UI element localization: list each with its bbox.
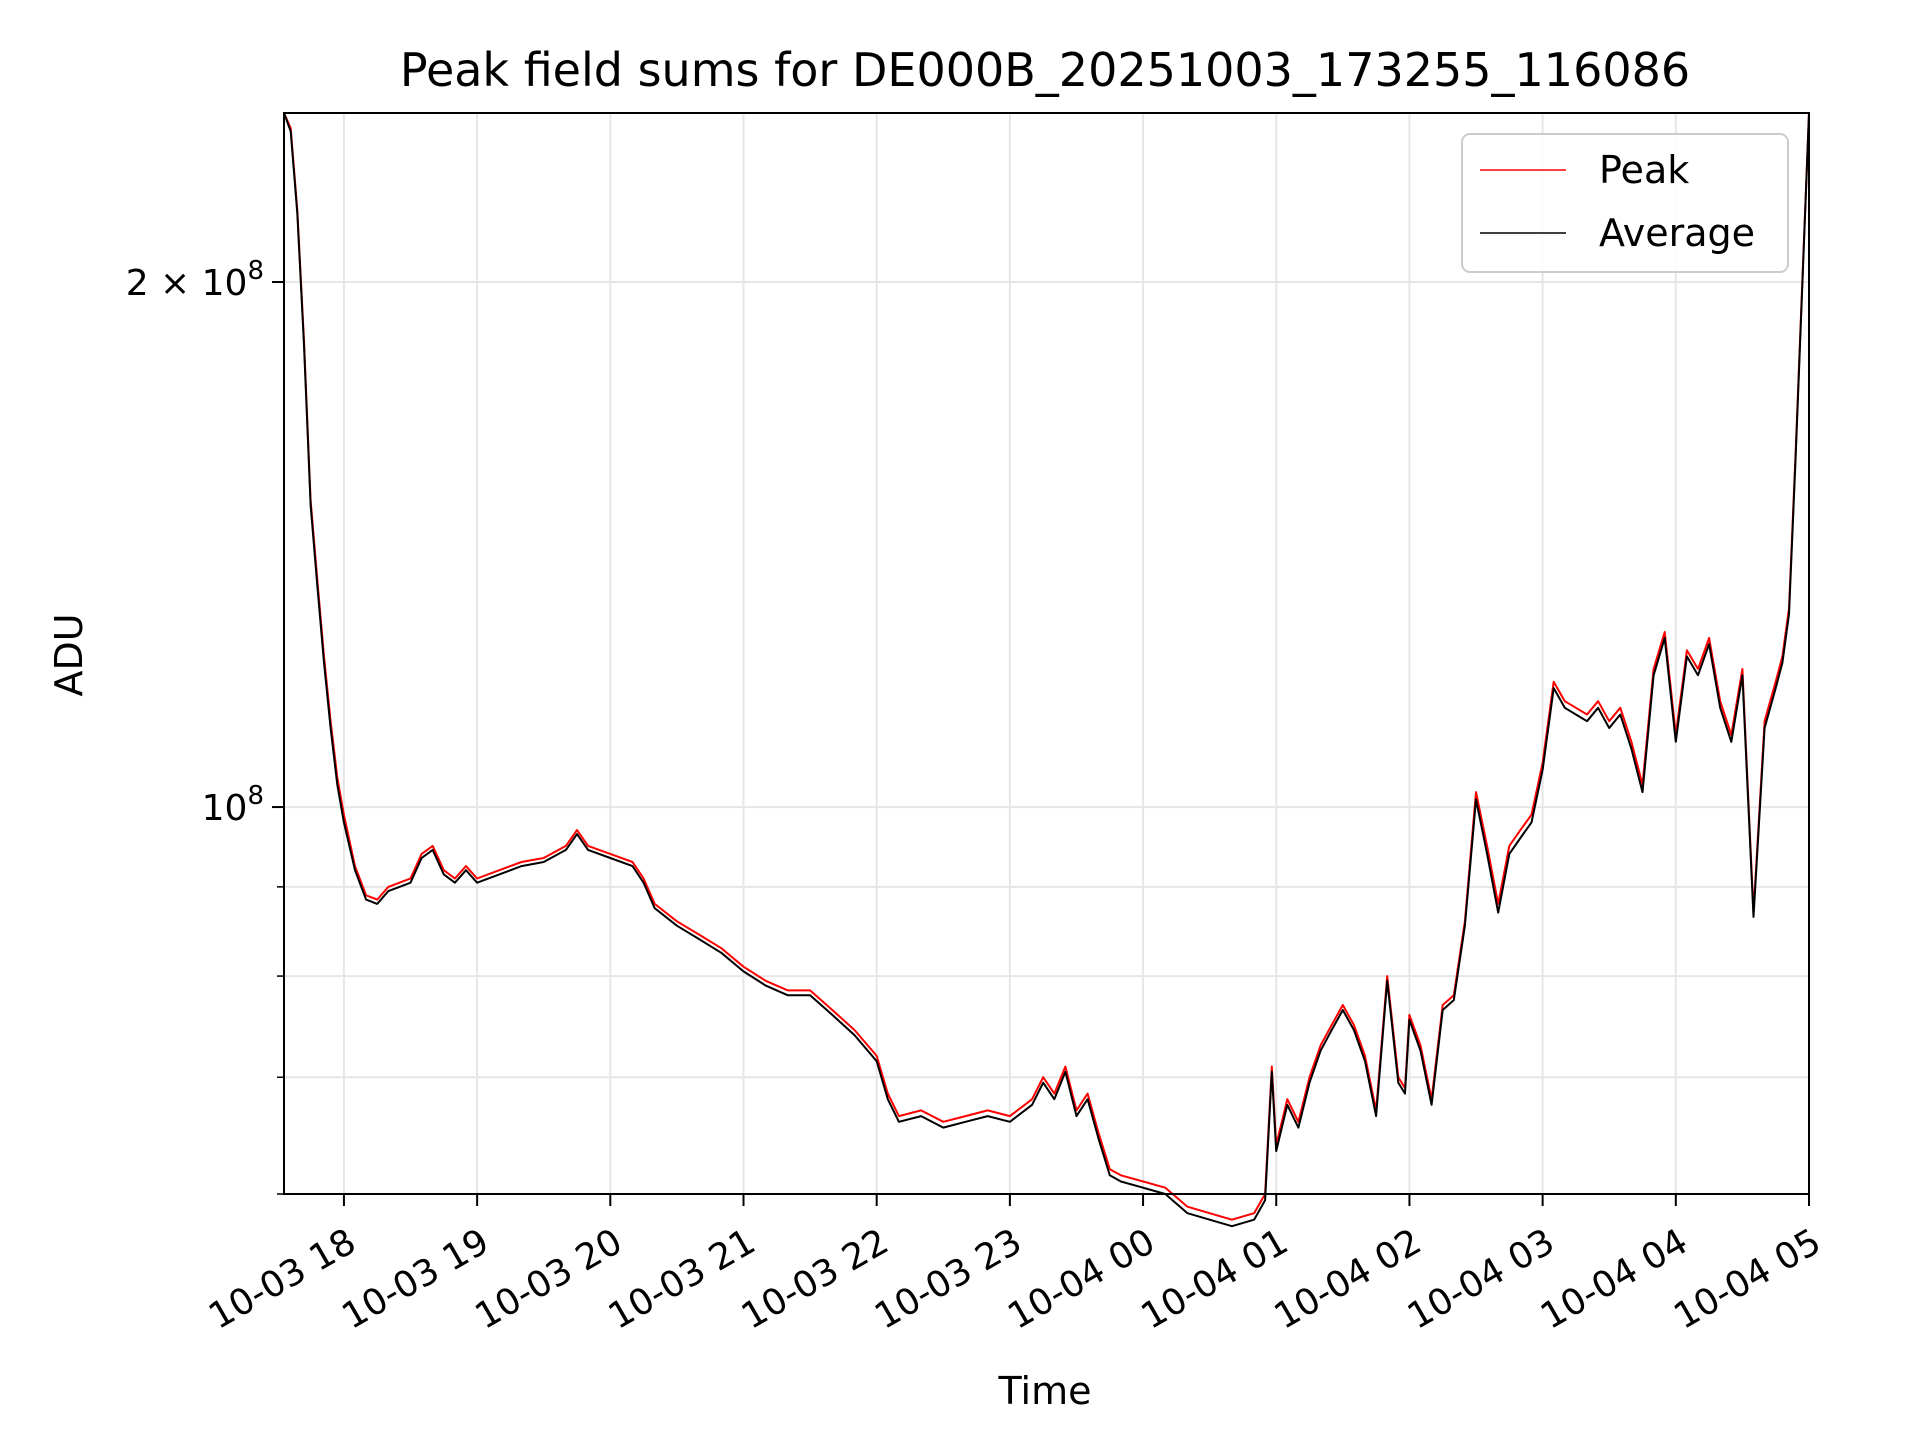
plot-frame (283, 112, 1810, 1195)
legend: Peak Average (1461, 133, 1789, 273)
legend-label-average: Average (1599, 211, 1755, 255)
legend-box (1461, 133, 1789, 273)
y-tick-exponent: 8 (247, 256, 264, 286)
series-lines (283, 112, 1810, 1228)
y-tick-label: 2 × 108 (126, 256, 264, 304)
legend-label-peak: Peak (1599, 148, 1689, 192)
x-axis-label: Time (998, 1369, 1092, 1413)
y-tick-exponent: 8 (247, 781, 264, 811)
grid-lines (284, 113, 1810, 1195)
series-line-average (283, 112, 1810, 1228)
series-line-peak (283, 112, 1810, 1221)
chart-title: Peak field sums for DE000B_20251003_1732… (400, 43, 1690, 97)
y-axis-label: ADU (47, 613, 91, 696)
